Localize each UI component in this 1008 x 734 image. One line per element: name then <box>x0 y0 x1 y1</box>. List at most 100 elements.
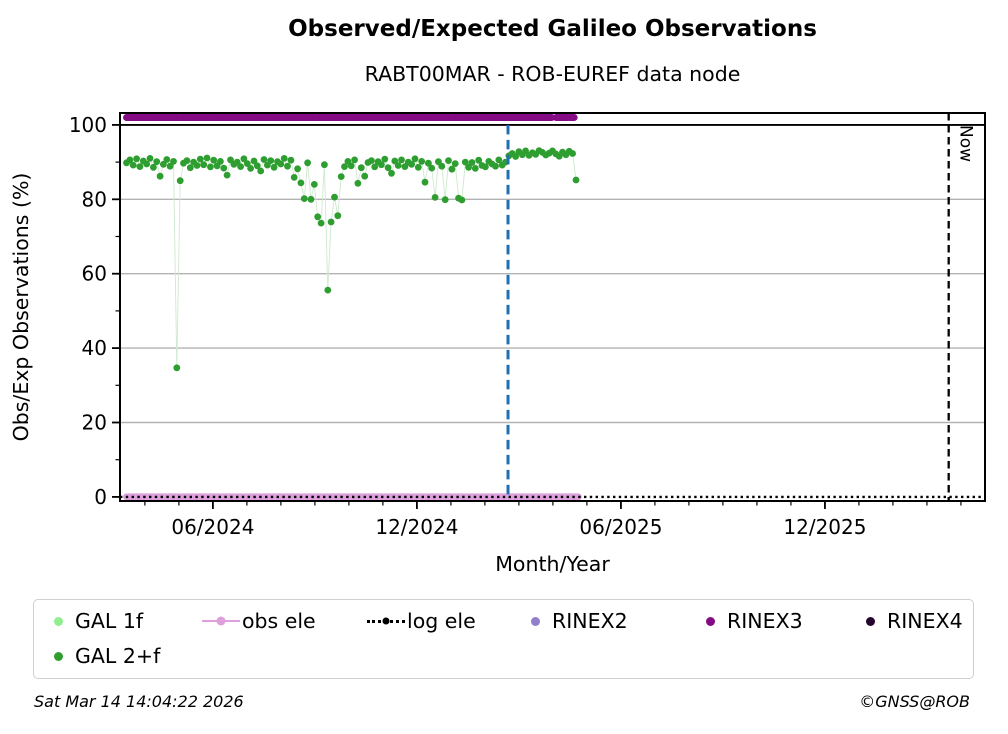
data-point <box>569 150 576 157</box>
data-point <box>398 156 405 164</box>
data-point <box>337 173 345 180</box>
data-point <box>166 162 174 170</box>
data-point <box>160 160 167 168</box>
data-point <box>300 195 308 202</box>
data-point <box>371 163 379 171</box>
data-point <box>388 169 395 177</box>
chart-title: Observed/Expected Galileo Observations <box>288 16 817 42</box>
legend-item-log-ele: log ele <box>367 608 476 634</box>
data-point <box>196 155 204 163</box>
data-point <box>357 164 365 172</box>
data-point <box>143 160 151 168</box>
data-point <box>431 194 439 201</box>
data-point <box>247 165 255 172</box>
data-point <box>207 163 214 171</box>
y-tick-label: 0 <box>94 485 107 509</box>
data-point <box>240 155 248 163</box>
data-point <box>277 160 285 168</box>
data-point <box>260 156 268 163</box>
data-point <box>156 172 164 180</box>
data-point <box>253 162 261 170</box>
data-point <box>314 213 322 221</box>
data-point <box>220 164 228 172</box>
data-point <box>468 159 476 166</box>
data-point <box>183 157 191 164</box>
rinex2-marker-icon <box>531 616 540 626</box>
rinex4-marker-icon <box>866 616 875 626</box>
data-point <box>451 160 459 167</box>
legend-item-rinex3: RINEX3 <box>706 608 803 634</box>
data-point <box>146 155 154 162</box>
data-point <box>414 163 422 171</box>
data-point <box>341 163 348 170</box>
data-point <box>512 153 519 160</box>
data-point <box>445 157 452 164</box>
data-point <box>287 156 295 164</box>
legend-item-gal-2f: GAL 2+f <box>54 643 160 669</box>
data-point <box>368 157 375 164</box>
chart-subtitle: RABT00MAR - ROB-EUREF data node <box>364 62 741 86</box>
data-point <box>461 158 469 166</box>
data-point <box>153 158 161 166</box>
data-point <box>321 161 328 169</box>
y-tick-label: 60 <box>82 262 107 286</box>
legend-item-rinex4: RINEX4 <box>866 608 963 634</box>
data-point <box>270 163 278 171</box>
data-point <box>327 218 335 226</box>
data-point <box>243 160 251 167</box>
legend-item-gal-1f: GAL 1f <box>54 608 143 634</box>
y-tick-label: 40 <box>82 336 107 360</box>
data-point <box>448 165 456 173</box>
data-point <box>495 156 503 164</box>
data-point <box>408 160 415 168</box>
data-point <box>351 156 358 164</box>
x-tick-label: 06/2024 <box>171 515 254 539</box>
data-point <box>354 179 362 187</box>
data-point <box>294 165 301 173</box>
data-point <box>170 158 177 165</box>
data-point <box>186 164 194 172</box>
data-point <box>465 163 472 171</box>
legend-label-log-ele: log ele <box>407 609 476 633</box>
data-point <box>438 162 446 170</box>
data-point <box>203 154 211 162</box>
data-point <box>394 162 402 169</box>
data-point <box>193 162 201 169</box>
data-point <box>173 364 181 372</box>
copyright-text: ©GNSS@ROB <box>859 692 970 711</box>
obs-ele-marker-icon <box>202 620 240 622</box>
legend-label-rinex4: RINEX4 <box>887 609 963 633</box>
data-point <box>458 196 466 204</box>
data-point <box>378 161 385 169</box>
data-point <box>284 162 291 170</box>
data-point <box>428 164 436 172</box>
y-axis-label: Obs/Exp Observations (%) <box>9 173 33 442</box>
data-point <box>471 165 479 172</box>
data-point <box>441 196 449 204</box>
data-point <box>475 156 483 164</box>
y-tick-label: 100 <box>69 113 107 137</box>
data-point <box>304 159 311 167</box>
data-point <box>307 195 315 203</box>
legend-label-gal-2f: GAL 2+f <box>75 644 161 668</box>
data-point <box>129 161 137 169</box>
data-point <box>133 155 141 163</box>
data-point <box>163 156 171 163</box>
data-point <box>310 181 318 188</box>
data-point <box>136 163 144 170</box>
x-tick-label: 06/2025 <box>579 515 662 539</box>
data-point <box>425 159 432 167</box>
gal-2f-marker-icon <box>54 651 63 661</box>
data-point <box>223 171 231 179</box>
data-point <box>324 286 332 294</box>
data-point <box>347 162 355 170</box>
data-point <box>257 167 265 175</box>
data-point <box>361 172 369 180</box>
data-point <box>421 178 429 186</box>
data-point <box>482 163 489 171</box>
data-point <box>126 156 134 164</box>
data-point <box>267 157 275 164</box>
data-point <box>572 176 580 184</box>
data-point <box>297 179 305 187</box>
